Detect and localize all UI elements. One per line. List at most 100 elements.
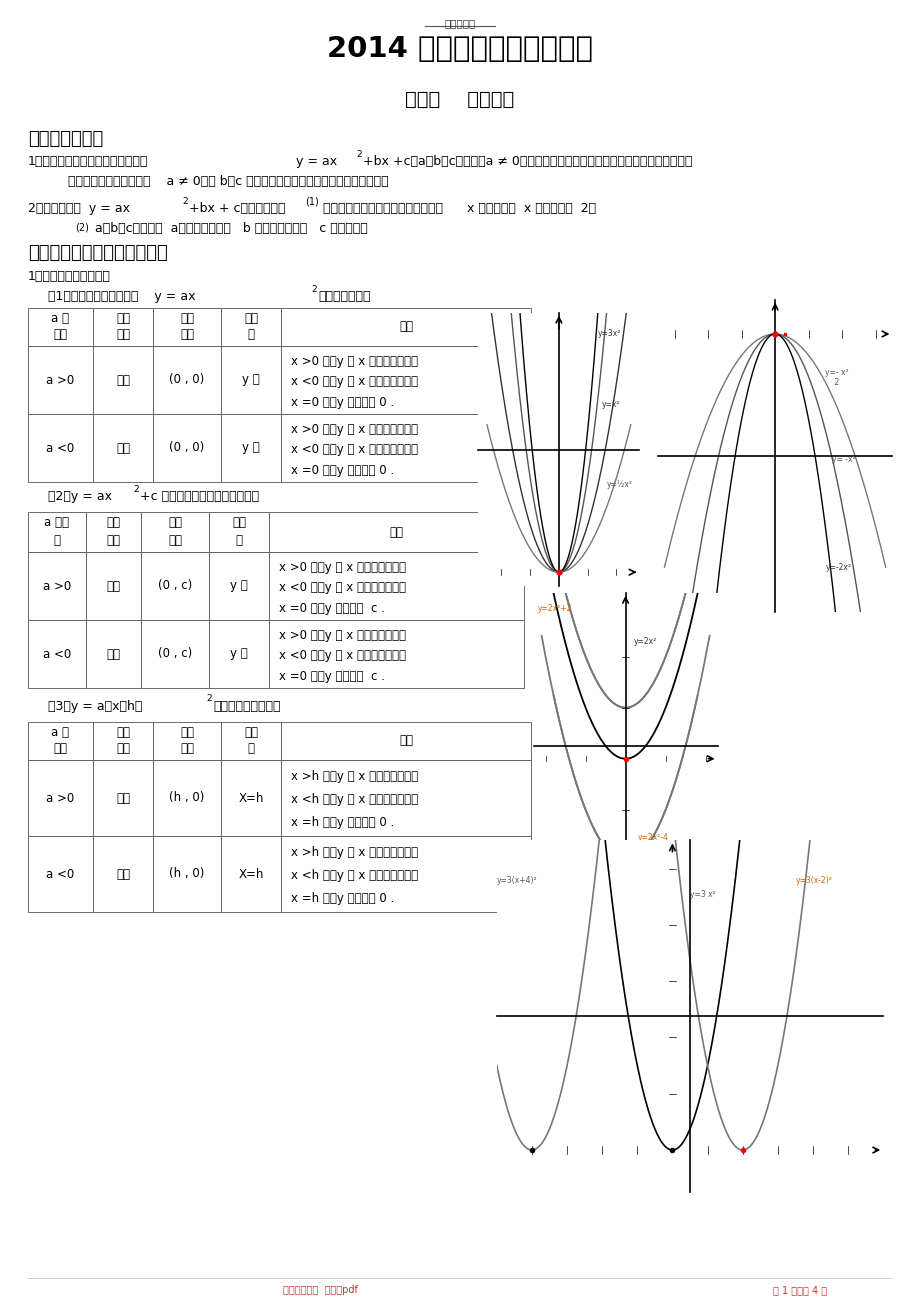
Text: 2: 2 <box>206 694 211 704</box>
Text: 符号: 符号 <box>53 743 67 756</box>
Text: x >h 时，y 随 x 的增大而减小；: x >h 时，y 随 x 的增大而减小； <box>290 847 417 859</box>
Bar <box>28 414 93 482</box>
Bar <box>141 620 209 688</box>
Bar <box>221 414 280 482</box>
Text: 知识点大全: 知识点大全 <box>444 18 475 27</box>
Text: （一）二次函数: （一）二次函数 <box>28 130 103 149</box>
Text: x =h 时，y 有最大值 0 .: x =h 时，y 有最大值 0 . <box>290 893 394 906</box>
Text: 开口: 开口 <box>116 726 130 739</box>
Text: a >0: a >0 <box>46 374 74 387</box>
Bar <box>153 414 221 482</box>
Text: 方向: 方向 <box>107 534 120 547</box>
Bar <box>28 347 93 414</box>
Text: x >0 时，y 随 x 的增大而减小；: x >0 时，y 随 x 的增大而减小； <box>278 628 406 641</box>
Text: +bx +c（a，b，c是常数，a ≠ 0）的函数，叫做二次函数。这里需要强调：和一元二: +bx +c（a，b，c是常数，a ≠ 0）的函数，叫做二次函数。这里需要强调：… <box>363 155 692 168</box>
Text: x =h 时，y 有最小值 0 .: x =h 时，y 有最小值 0 . <box>290 817 394 830</box>
Text: y 轴: y 轴 <box>242 442 259 455</box>
Bar <box>280 308 530 347</box>
Text: y=- x²
    2: y=- x² 2 <box>824 367 848 387</box>
Text: 向上: 向上 <box>116 791 130 804</box>
Text: (1): (1) <box>305 197 318 207</box>
Text: x =0 时，y 有最小值  c .: x =0 时，y 有最小值 c . <box>278 602 385 615</box>
Text: 2014 新湘教版九年级数学下: 2014 新湘教版九年级数学下 <box>326 35 593 63</box>
Bar <box>28 760 93 837</box>
Text: y=3x²: y=3x² <box>597 330 620 339</box>
Text: (0 , c): (0 , c) <box>158 648 192 661</box>
Bar <box>93 722 153 760</box>
Text: a <0: a <0 <box>43 648 71 661</box>
Text: 性质: 性质 <box>399 321 413 334</box>
Text: 向下: 向下 <box>107 648 120 661</box>
Text: 轴: 轴 <box>247 328 255 341</box>
Text: y 轴: y 轴 <box>230 648 247 661</box>
Bar <box>221 760 280 837</box>
Text: 轴: 轴 <box>235 534 243 547</box>
Text: y=½x²: y=½x² <box>606 481 631 490</box>
Bar <box>268 512 524 552</box>
Text: (0 , c): (0 , c) <box>158 580 192 593</box>
Bar <box>209 552 268 620</box>
Bar <box>280 722 530 760</box>
Text: x <0 时，y 随 x 的增大而增大；: x <0 时，y 随 x 的增大而增大； <box>278 649 406 662</box>
Text: (h , 0): (h , 0) <box>169 791 204 804</box>
Text: （1）二次函数基本形式：    y = ax: （1）二次函数基本形式： y = ax <box>48 291 196 304</box>
Bar <box>141 552 209 620</box>
Text: 向下: 向下 <box>116 868 130 881</box>
Bar <box>153 760 221 837</box>
Text: 向上: 向上 <box>116 374 130 387</box>
Text: （二）二次函数的图像和性质: （二）二次函数的图像和性质 <box>28 244 167 262</box>
Text: 2: 2 <box>133 485 139 494</box>
Text: 的性质（左加右减）: 的性质（左加右减） <box>213 700 280 713</box>
Text: +bx + c的结构特征：: +bx + c的结构特征： <box>188 202 285 215</box>
Text: 符号: 符号 <box>53 328 67 341</box>
Text: 方向: 方向 <box>116 328 130 341</box>
Text: x >0 时，y 随 x 的增大而增大；: x >0 时，y 随 x 的增大而增大； <box>278 560 406 573</box>
Text: y=2x²+2: y=2x²+2 <box>537 603 572 612</box>
Text: a <0: a <0 <box>46 442 74 455</box>
Text: y 轴: y 轴 <box>230 580 247 593</box>
Text: x =0 时，y 有最小值 0 .: x =0 时，y 有最小值 0 . <box>290 396 393 409</box>
Text: 第 1 页，共 4 页: 第 1 页，共 4 页 <box>772 1285 826 1295</box>
Bar <box>153 722 221 760</box>
Text: (h , 0): (h , 0) <box>169 868 204 881</box>
Bar <box>280 414 530 482</box>
Text: y=x²: y=x² <box>601 400 619 409</box>
Text: x >0 时，y 随 x 的增大而减小；: x >0 时，y 随 x 的增大而减小； <box>290 422 417 435</box>
Bar <box>141 512 209 552</box>
Text: y=3(x-2)²: y=3(x-2)² <box>795 876 832 885</box>
Bar <box>153 837 221 912</box>
Text: 精品学习资料  可选用pdf: 精品学习资料 可选用pdf <box>282 1285 357 1295</box>
Text: y = ax: y = ax <box>279 155 336 168</box>
Text: 向上: 向上 <box>107 580 120 593</box>
Bar <box>280 837 530 912</box>
Text: a 的: a 的 <box>51 311 70 324</box>
Text: a >0: a >0 <box>43 580 71 593</box>
Bar <box>268 552 524 620</box>
Bar <box>93 760 153 837</box>
Text: 2: 2 <box>311 285 316 294</box>
Text: (2): (2) <box>75 222 89 232</box>
Bar <box>221 837 280 912</box>
Text: x <h 时，y 随 x 的增大而增大；: x <h 时，y 随 x 的增大而增大； <box>290 869 417 882</box>
Text: 1、二次函数的概念：一般地，形如: 1、二次函数的概念：一般地，形如 <box>28 155 148 168</box>
Text: a >0: a >0 <box>46 791 74 804</box>
Bar <box>28 308 93 347</box>
Text: y 轴: y 轴 <box>242 374 259 387</box>
Text: (0 , 0): (0 , 0) <box>169 442 204 455</box>
Text: 的图像和性质：: 的图像和性质： <box>318 291 370 304</box>
Text: 1、二次函数的基本形式: 1、二次函数的基本形式 <box>28 270 111 283</box>
Text: X=h: X=h <box>238 791 264 804</box>
Text: x <0 时，y 随 x 的增大而增大；: x <0 时，y 随 x 的增大而增大； <box>290 443 417 456</box>
Bar <box>93 414 153 482</box>
Text: 性质: 性质 <box>399 735 413 748</box>
Bar <box>209 620 268 688</box>
Text: 顶点: 顶点 <box>180 311 194 324</box>
Text: x <0 时，y 随 x 的增大而减小；: x <0 时，y 随 x 的增大而减小； <box>290 375 417 388</box>
Text: 开口: 开口 <box>116 311 130 324</box>
Text: X=h: X=h <box>238 868 264 881</box>
Text: 坐标: 坐标 <box>180 743 194 756</box>
Bar <box>28 512 85 552</box>
Bar <box>93 308 153 347</box>
Text: 等号左边是函数，右边是关于自变量      x 的二次式，  x 最高次数是  2．: 等号左边是函数，右边是关于自变量 x 的二次式， x 最高次数是 2． <box>323 202 596 215</box>
Text: 开口: 开口 <box>107 516 120 529</box>
